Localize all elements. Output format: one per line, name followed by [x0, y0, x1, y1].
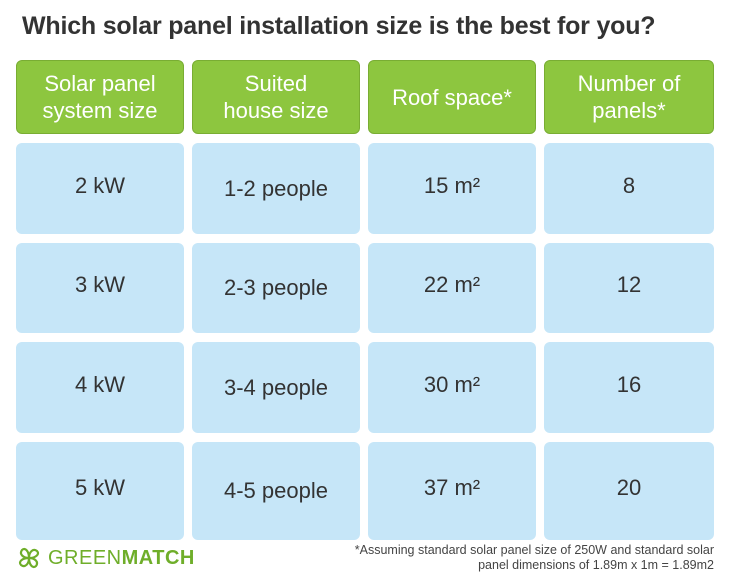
cell-number-of-panels: 12: [544, 243, 714, 333]
cell-roof-space: 30 m²: [368, 342, 536, 433]
brand-name: GREENMATCH: [48, 547, 195, 570]
clover-icon: [18, 547, 40, 569]
cell-system-size: 5 kW: [16, 442, 184, 540]
cell-roof-space: 15 m²: [368, 143, 536, 234]
header-roof-space: Roof space*: [368, 60, 536, 134]
cell-house-size: 2-3 people: [192, 243, 360, 333]
cell-system-size: 3 kW: [16, 243, 184, 333]
cell-house-size: 3-4 people: [192, 342, 360, 433]
cell-roof-space: 37 m²: [368, 442, 536, 540]
cell-system-size: 2 kW: [16, 143, 184, 234]
header-number-of-panels: Number of panels*: [544, 60, 714, 134]
page-title: Which solar panel installation size is t…: [22, 12, 656, 40]
cell-system-size: 4 kW: [16, 342, 184, 433]
header-house-size: Suited house size: [192, 60, 360, 134]
footnote: *Assuming standard solar panel size of 2…: [354, 543, 714, 572]
brand-name-part1: GREEN: [48, 546, 122, 569]
brand-logo: GREENMATCH: [16, 545, 195, 571]
header-system-size: Solar panel system size: [16, 60, 184, 134]
brand-name-part2: MATCH: [121, 546, 195, 569]
cell-house-size: 1-2 people: [192, 143, 360, 234]
cell-number-of-panels: 16: [544, 342, 714, 433]
cell-house-size: 4-5 people: [192, 442, 360, 540]
cell-roof-space: 22 m²: [368, 243, 536, 333]
cell-number-of-panels: 20: [544, 442, 714, 540]
cell-number-of-panels: 8: [544, 143, 714, 234]
